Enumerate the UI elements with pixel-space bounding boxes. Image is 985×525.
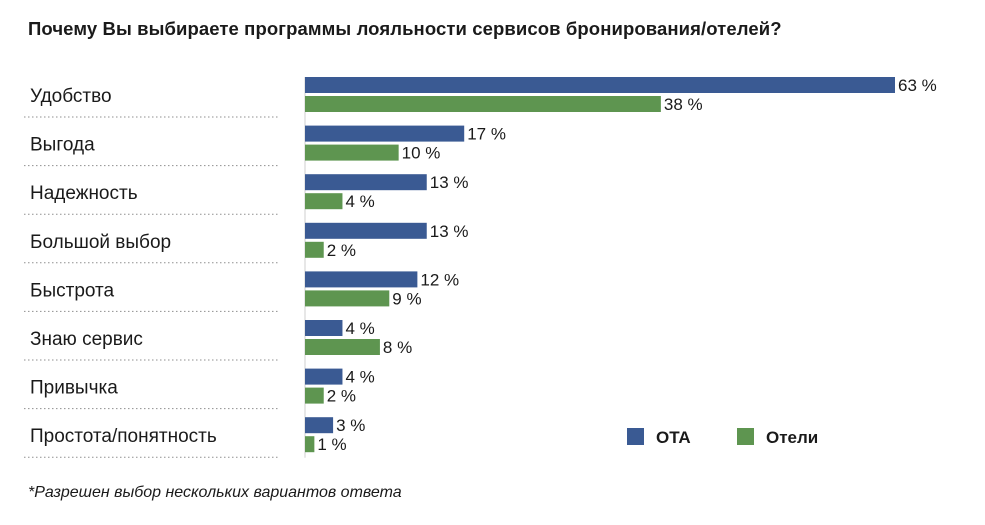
chart-footnote: *Разрешен выбор нескольких вариантов отв… — [28, 484, 402, 501]
bar-ota — [305, 222, 427, 239]
data-label: 2 % — [327, 387, 356, 406]
bar-hotels — [305, 241, 324, 258]
category-label: Выгода — [30, 135, 95, 156]
legend-label: Отели — [766, 428, 818, 447]
bar-ota — [305, 125, 465, 142]
data-label: 2 % — [327, 241, 356, 260]
bar-hotels — [305, 193, 343, 210]
category-label: Надежность — [30, 183, 138, 204]
bar-ota — [305, 417, 334, 434]
data-label: 17 % — [467, 125, 506, 144]
bar-ota — [305, 320, 343, 336]
category-label: Быстрота — [30, 280, 115, 301]
data-label: 12 % — [420, 270, 459, 289]
bar-hotels — [305, 290, 390, 307]
category-label: Привычка — [30, 378, 118, 399]
data-label: 1 % — [317, 435, 346, 454]
category-label: Знаю сервис — [30, 329, 143, 350]
data-label: 10 % — [402, 144, 441, 163]
data-label: 4 % — [345, 319, 374, 338]
data-label: 38 % — [664, 95, 703, 114]
category-label: Большой выбор — [30, 232, 171, 253]
data-label: 13 % — [430, 222, 469, 241]
data-label: 4 % — [345, 192, 374, 211]
data-label: 9 % — [392, 289, 421, 308]
data-label: 3 % — [336, 416, 365, 435]
category-label: Простота/понятность — [30, 426, 217, 447]
bar-ota — [305, 77, 895, 93]
bar-hotels — [305, 387, 324, 404]
data-label: 13 % — [430, 173, 469, 192]
bar-hotels — [305, 144, 399, 161]
bar-ota — [305, 271, 418, 288]
legend-swatch — [627, 428, 644, 445]
data-label: 4 % — [345, 368, 374, 387]
bar-hotels — [305, 436, 315, 453]
chart-title: Почему Вы выбираете программы лояльности… — [28, 18, 782, 39]
bar-hotels — [305, 339, 380, 355]
bar-ota — [305, 368, 343, 385]
data-label: 8 % — [383, 338, 412, 357]
bar-ota — [305, 174, 427, 191]
bar-hotels — [305, 96, 661, 112]
data-label: 63 % — [898, 76, 937, 95]
legend-swatch — [737, 428, 754, 445]
legend-label: OTA — [656, 428, 691, 447]
category-label: Удобство — [30, 86, 112, 107]
